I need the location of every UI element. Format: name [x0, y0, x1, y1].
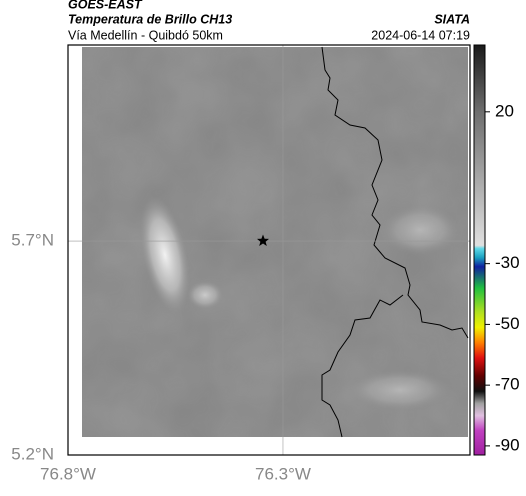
- border-line: [321, 46, 469, 438]
- timestamp: 2024-06-14 07:19: [371, 28, 470, 42]
- colorbar: [473, 44, 486, 456]
- x-tick-label: 76.3°W: [255, 464, 311, 483]
- title: Temperatura de Brillo CH13: [68, 12, 232, 26]
- colorbar-tick-label: 20: [495, 101, 514, 120]
- colorbar-tick-label: -50: [495, 314, 520, 333]
- source: GOES-EAST: [68, 0, 143, 11]
- agency: SIATA: [434, 12, 470, 26]
- y-tick-label: 5.2°N: [11, 444, 54, 463]
- x-tick-label: 76.8°W: [40, 464, 96, 483]
- location-marker: [257, 234, 269, 246]
- satellite-image: [82, 47, 468, 437]
- colorbar-tick-label: -70: [495, 375, 520, 394]
- subtitle: Vía Medellín - Quibdó 50km: [68, 28, 223, 42]
- colorbar-tick-label: -90: [495, 435, 520, 454]
- y-tick-label: 5.7°N: [11, 230, 54, 249]
- colorbar-tick-label: -30: [495, 253, 520, 272]
- map-frame: [67, 44, 471, 456]
